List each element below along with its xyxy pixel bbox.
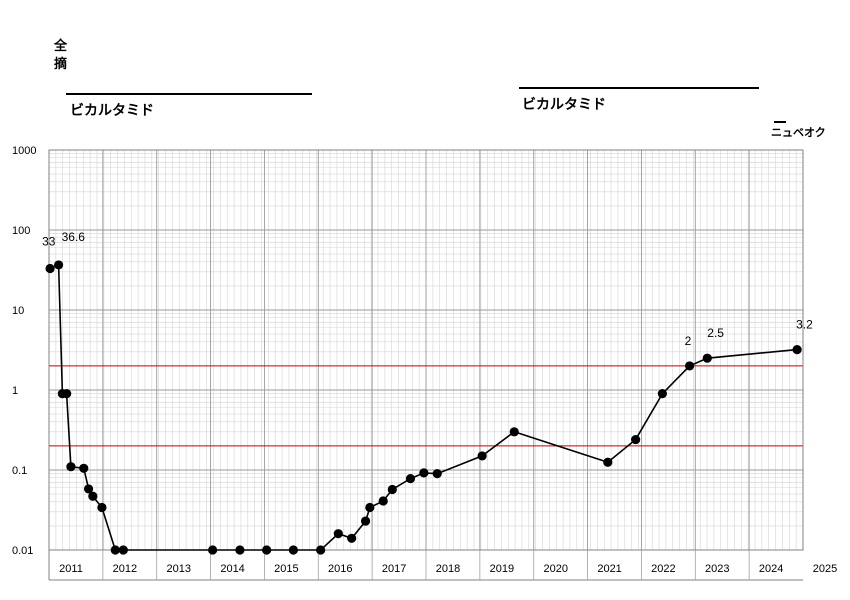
x-tick-label: 2012 bbox=[113, 563, 137, 575]
data-point bbox=[288, 545, 298, 555]
data-point bbox=[432, 469, 442, 479]
y-tick-label: 0.1 bbox=[12, 465, 27, 477]
drug-bar-1 bbox=[66, 93, 312, 95]
drug-bar-3 bbox=[774, 121, 786, 123]
x-tick-label: 2016 bbox=[328, 563, 352, 575]
data-point bbox=[657, 389, 667, 399]
x-tick-label: 2013 bbox=[166, 563, 190, 575]
x-tick-label: 2011 bbox=[59, 563, 83, 575]
data-point bbox=[378, 496, 388, 506]
side-label-line1: 全 bbox=[54, 39, 68, 54]
x-tick-label: 2017 bbox=[382, 563, 406, 575]
data-point bbox=[235, 545, 245, 555]
data-point bbox=[54, 260, 64, 270]
x-tick-label: 2024 bbox=[759, 563, 783, 575]
data-point bbox=[685, 361, 695, 371]
side-label-line2: 摘 bbox=[54, 57, 68, 72]
data-point bbox=[603, 457, 613, 467]
drug-label-2: ビカルタミド bbox=[522, 97, 606, 113]
y-tick-label: 0.01 bbox=[12, 545, 33, 557]
data-point bbox=[509, 427, 519, 437]
data-point bbox=[405, 474, 416, 484]
data-point bbox=[365, 502, 375, 513]
data-point bbox=[262, 545, 272, 555]
data-point bbox=[419, 468, 429, 478]
y-tick-label: 1 bbox=[12, 385, 18, 397]
x-tick-label: 2015 bbox=[274, 563, 298, 575]
data-point bbox=[208, 545, 218, 555]
data-point bbox=[88, 491, 98, 501]
data-point bbox=[110, 545, 120, 555]
x-tick-label: 2025 bbox=[813, 563, 837, 575]
data-label: 36.6 bbox=[62, 230, 86, 244]
drug-label-3: ニュベオク bbox=[771, 126, 826, 139]
side-label: 全 摘 bbox=[54, 38, 67, 74]
data-point bbox=[702, 353, 712, 363]
x-tick-label: 2022 bbox=[651, 563, 675, 575]
data-label: 2.5 bbox=[707, 326, 724, 340]
x-tick-label: 2021 bbox=[597, 563, 621, 575]
data-point bbox=[477, 451, 487, 461]
drug-bar-2 bbox=[519, 87, 759, 89]
data-label: 33 bbox=[42, 235, 56, 249]
data-point bbox=[66, 462, 76, 472]
data-point bbox=[347, 533, 357, 543]
data-point bbox=[333, 529, 343, 539]
data-point bbox=[118, 545, 128, 555]
drug-label-1: ビカルタミド bbox=[70, 103, 154, 119]
y-tick-label: 1000 bbox=[12, 145, 36, 157]
data-label: 3.2 bbox=[796, 318, 813, 332]
x-tick-label: 2020 bbox=[543, 563, 567, 575]
x-tick-label: 2018 bbox=[436, 563, 460, 575]
data-point bbox=[360, 516, 371, 526]
data-point bbox=[316, 545, 326, 555]
y-tick-label: 10 bbox=[12, 305, 24, 317]
data-point bbox=[792, 344, 802, 355]
data-label: 2 bbox=[685, 334, 692, 348]
data-point bbox=[79, 463, 89, 473]
data-point bbox=[97, 502, 107, 513]
x-tick-label: 2014 bbox=[220, 563, 244, 575]
x-tick-label: 2019 bbox=[490, 563, 514, 575]
data-point bbox=[631, 434, 641, 445]
x-tick-label: 2023 bbox=[705, 563, 729, 575]
data-point bbox=[45, 263, 55, 274]
data-point bbox=[387, 484, 397, 495]
data-point bbox=[83, 484, 94, 494]
y-tick-label: 100 bbox=[12, 225, 30, 237]
data-point bbox=[62, 389, 72, 399]
